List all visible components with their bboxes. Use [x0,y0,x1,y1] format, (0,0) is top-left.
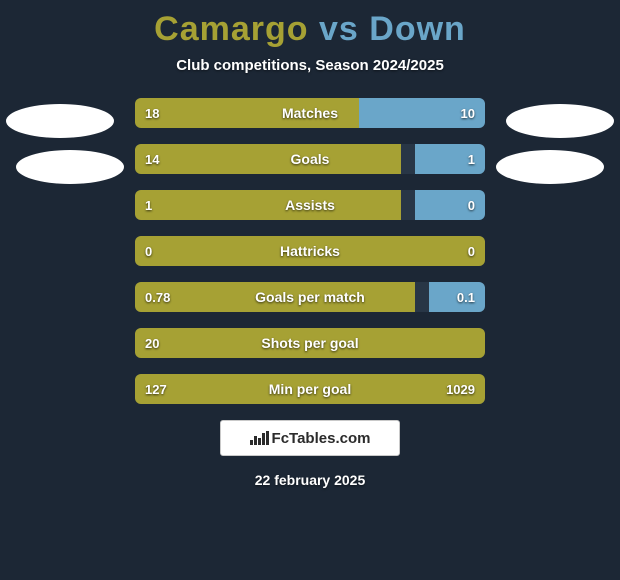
stat-bar-right [415,144,485,174]
stat-bar-left [135,282,415,312]
stat-row: 00Hattricks [135,236,485,266]
team-logo-placeholder [6,104,114,138]
brand-text: FcTables.com [272,430,371,447]
brand-bars-icon [250,431,268,445]
team-logo-placeholder [16,150,124,184]
comparison-title: Camargo vs Down [0,0,620,49]
stat-row: 1810Matches [135,98,485,128]
stat-bar-left [135,144,401,174]
stat-row: 10Assists [135,190,485,220]
stat-rows-container: 1810Matches 141Goals 10Assists 00Hattricks 0… [135,98,485,404]
title-player2: Down [369,10,466,48]
stat-bar-right [359,98,485,128]
team-logo-placeholder [506,104,614,138]
stat-bar-right [415,190,485,220]
date-text: 22 february 2025 [0,472,620,488]
comparison-panel: 1810Matches 141Goals 10Assists 00Hattricks 0… [0,98,620,404]
stat-bar-right [429,282,485,312]
title-vs: vs [309,10,370,48]
team-logo-placeholder [496,150,604,184]
title-player1: Camargo [154,10,308,48]
stat-bar-left [135,328,485,358]
stat-bar-left [135,98,359,128]
brand-badge[interactable]: FcTables.com [220,420,400,456]
stat-row: 141Goals [135,144,485,174]
stat-bar-left [135,374,485,404]
stat-row: 20Shots per goal [135,328,485,358]
stat-bar-left [135,236,485,266]
subtitle: Club competitions, Season 2024/2025 [0,57,620,74]
stat-bar-left [135,190,401,220]
stat-row: 1271029Min per goal [135,374,485,404]
stat-row: 0.780.1Goals per match [135,282,485,312]
